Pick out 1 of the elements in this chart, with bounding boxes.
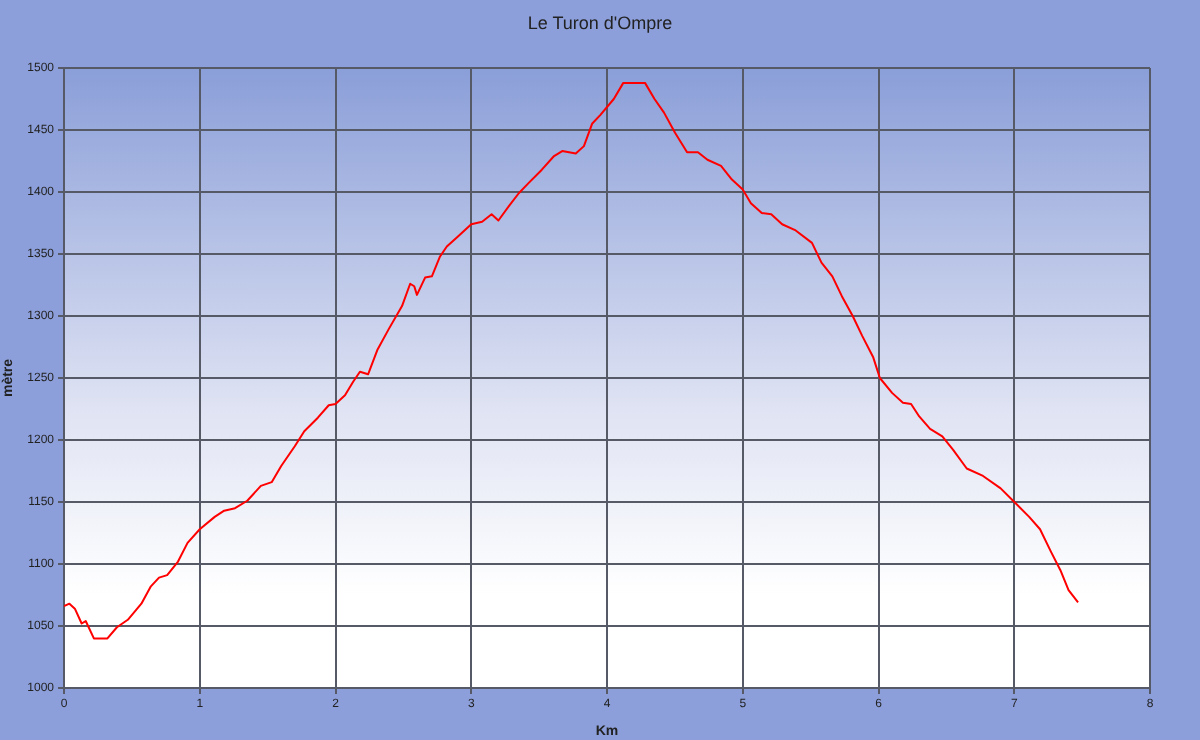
chart-title: Le Turon d'Ompre xyxy=(527,12,673,33)
